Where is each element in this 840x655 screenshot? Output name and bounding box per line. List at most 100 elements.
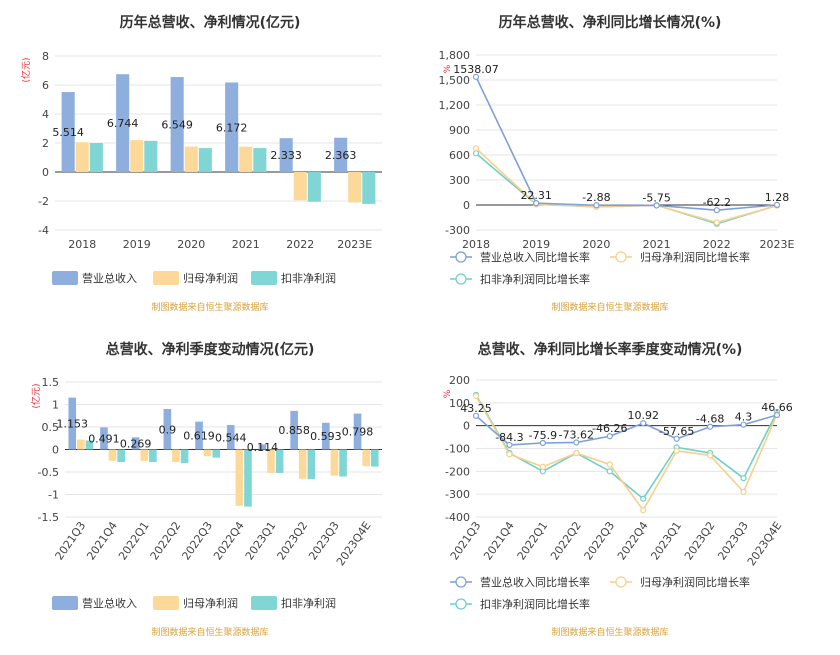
- legend-swatch: [455, 576, 467, 588]
- bar: [225, 82, 239, 172]
- y-tick-label: 0: [463, 199, 470, 212]
- y-tick-label: -2: [38, 195, 49, 208]
- x-tick-label: 2018: [462, 238, 490, 251]
- legend-label: 扣非净利润: [281, 596, 336, 610]
- x-tick-label: 2020: [177, 238, 205, 251]
- series-line: [475, 414, 778, 446]
- data-point: [472, 412, 480, 419]
- data-label: 22.31: [520, 189, 552, 202]
- y-tick-label: -4: [38, 224, 49, 237]
- x-tick-label: 2022Q3: [179, 519, 215, 562]
- y-tick-label: 8: [42, 50, 49, 63]
- legend-swatch: [52, 271, 78, 285]
- bar: [77, 439, 85, 450]
- x-tick-label: 2021Q4: [84, 519, 120, 562]
- bar: [362, 449, 370, 467]
- bar: [61, 92, 75, 172]
- bar: [362, 172, 376, 204]
- legend-swatch: [455, 273, 467, 285]
- data-point: [472, 73, 480, 80]
- bar: [172, 449, 180, 463]
- data-point: [773, 411, 781, 419]
- bar: [293, 172, 307, 201]
- bar: [85, 440, 94, 450]
- bar: [203, 449, 212, 457]
- y-tick-label: -300: [445, 224, 470, 237]
- legend-swatch: [153, 271, 179, 285]
- y-tick-label: -100: [445, 443, 470, 456]
- x-tick-label: 2023Q1: [243, 519, 279, 562]
- legend-swatch: [251, 271, 277, 285]
- bar: [298, 449, 307, 479]
- data-point: [673, 435, 680, 442]
- data-label: 0.269: [120, 437, 152, 450]
- bar: [258, 444, 267, 450]
- data-label: 2.333: [270, 149, 302, 162]
- legend-swatch: [615, 576, 627, 588]
- panel-annual-growth: 历年总营收、净利同比增长情况(%) 1,800 1,500 1,200 900 600 3…: [400, 0, 820, 327]
- y-tick-label: 0: [463, 420, 470, 433]
- data-label: 0.491: [88, 432, 120, 445]
- bar: [239, 146, 253, 172]
- bar: [322, 422, 330, 450]
- bar: [226, 425, 235, 450]
- y-tick-label: 1,800: [439, 49, 471, 62]
- data-point: [573, 439, 580, 446]
- bar: [330, 449, 339, 476]
- data-label: 0.544: [215, 431, 247, 444]
- data-point: [707, 452, 714, 459]
- x-tick-label: 2021: [643, 238, 671, 251]
- x-tick-label: 2022Q1: [515, 519, 551, 562]
- x-tick-label: 2022: [703, 238, 731, 251]
- y-tick-label: 0: [42, 166, 49, 179]
- x-tick-label: 2019: [123, 238, 151, 251]
- data-label: -62.2: [703, 196, 731, 209]
- data-point: [573, 449, 580, 457]
- bar: [244, 449, 252, 507]
- x-tick-label: 2023Q3: [715, 519, 751, 562]
- legend-swatch: [52, 596, 78, 610]
- y-tick-label: -200: [445, 465, 470, 478]
- bar: [290, 410, 298, 450]
- data-point: [606, 468, 613, 475]
- series-line: [475, 395, 778, 512]
- bar: [195, 421, 203, 450]
- bar: [334, 137, 348, 172]
- y-tick-label: 1: [52, 399, 59, 412]
- bar: [131, 437, 140, 450]
- chart-title: 总营收、净利季度变动情况(亿元): [105, 342, 315, 358]
- x-tick-label: 2022Q2: [148, 519, 184, 562]
- y-unit-label: (亿元): [20, 57, 32, 82]
- data-point: [506, 441, 513, 449]
- data-point: [472, 392, 480, 400]
- legend-label: 扣非净利润同比增长率: [480, 272, 590, 286]
- x-tick-label: 2021Q4: [481, 519, 517, 562]
- source-note: 制图数据来自恒生聚源数据库: [151, 303, 269, 313]
- bar: [89, 143, 103, 172]
- data-label: 0.593: [310, 430, 342, 443]
- data-label: 5.514: [52, 126, 84, 139]
- data-point: [773, 201, 781, 208]
- y-unit-label: %: [443, 64, 453, 73]
- data-point: [653, 202, 660, 209]
- y-tick-label: 0.5: [42, 421, 60, 434]
- bar: [339, 449, 347, 477]
- y-tick-label: -1: [48, 489, 59, 502]
- legend-label: 营业总收入同比增长率: [480, 575, 590, 589]
- y-tick-label: 1,200: [439, 99, 471, 112]
- bar: [307, 449, 316, 480]
- data-point: [740, 475, 747, 482]
- legend-label: 营业总收入: [82, 596, 137, 610]
- data-label: -4.68: [696, 413, 724, 426]
- y-tick-label: 100: [449, 397, 470, 410]
- source-note: 制图数据来自恒生聚源数据库: [551, 303, 669, 313]
- legend-swatch: [455, 251, 467, 263]
- data-point: [673, 447, 680, 454]
- bar: [184, 146, 198, 172]
- x-tick-label: 2021: [232, 238, 260, 251]
- bar: [180, 449, 189, 463]
- bar: [108, 449, 117, 461]
- data-label: -75.9: [529, 429, 557, 442]
- x-tick-label: 2021Q3: [448, 519, 484, 562]
